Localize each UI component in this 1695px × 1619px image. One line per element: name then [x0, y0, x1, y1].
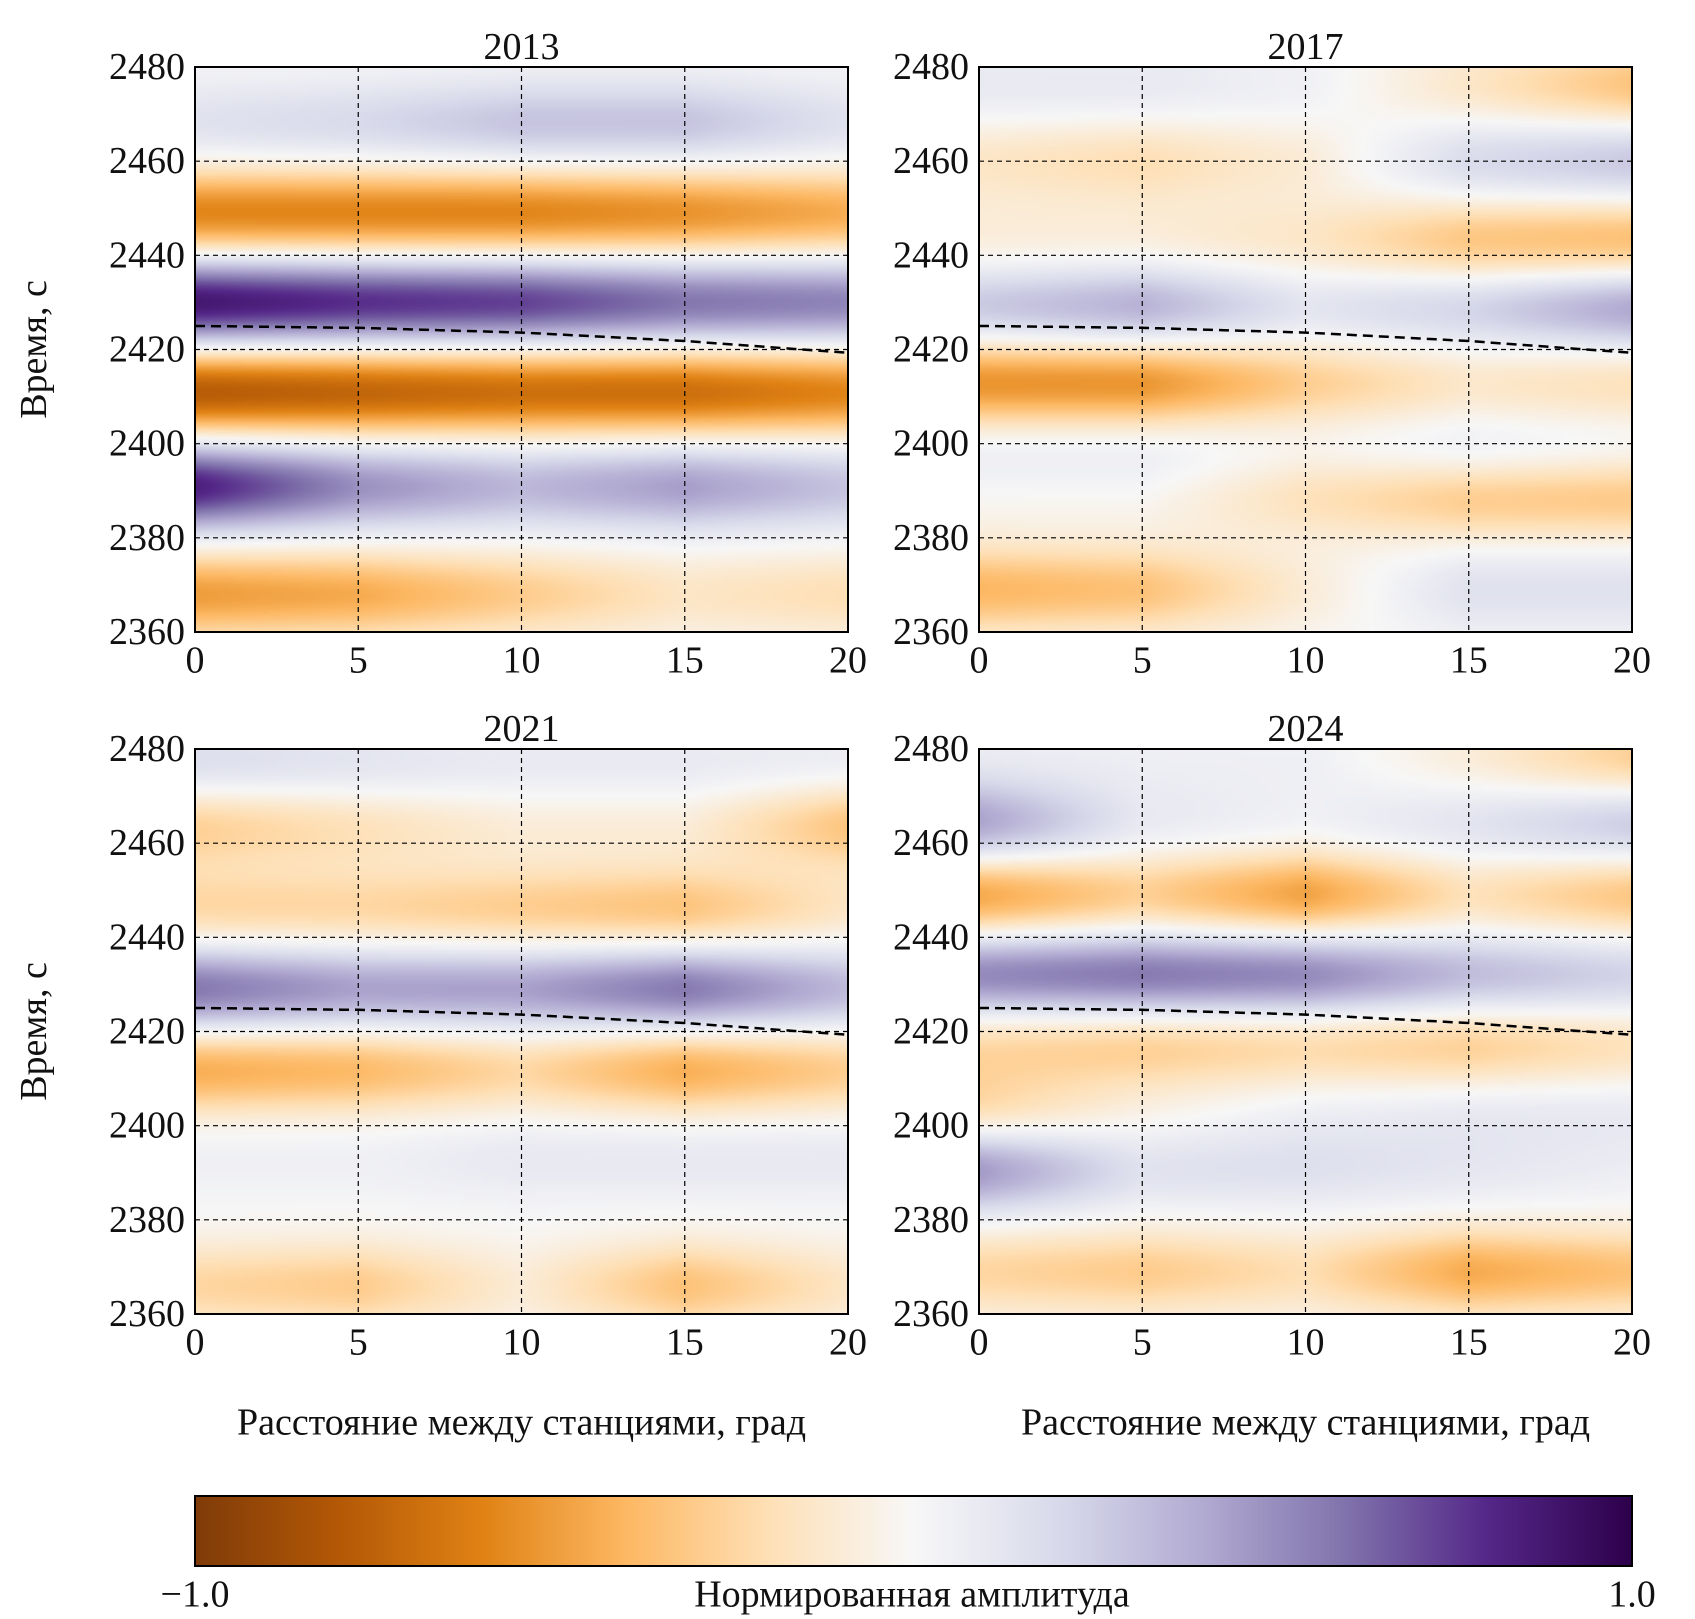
colorbar: −1.0 Нормированная амплитуда 1.0 [161, 1495, 1656, 1615]
y-tick-label: 2400 [893, 423, 969, 465]
panel-title: 2017 [1268, 26, 1344, 68]
y-tick-label: 2380 [109, 1199, 185, 1241]
colorbar-max-label: 1.0 [1608, 1573, 1656, 1615]
colorbar-label: Нормированная амплитуда [694, 1573, 1130, 1615]
x-tick-label: 10 [503, 1321, 541, 1363]
panel-2013: 0 5 10 15 20 2360 2380 2400 2420 2440 2460 2480 2013… [13, 26, 867, 681]
y-tick-label: 2420 [893, 329, 969, 371]
y-tick-label: 2400 [893, 1105, 969, 1147]
x-tick-label: 10 [1287, 639, 1325, 681]
y-tick-label: 2480 [893, 728, 969, 770]
y-tick-label: 2440 [893, 234, 969, 276]
y-tick-label: 2360 [109, 611, 185, 653]
x-axis-label: Расстояние между станциями, град [237, 1401, 806, 1443]
reference-curve [978, 1006, 1633, 1037]
y-tick-label: 2360 [109, 1293, 185, 1335]
axes-frame [978, 748, 1633, 1315]
y-tick-label: 2360 [893, 1293, 969, 1335]
x-tick-label: 15 [666, 639, 704, 681]
y-axis-label: Время, с [13, 962, 55, 1101]
y-tick-label: 2380 [893, 517, 969, 559]
panel-2017: 0 5 10 15 20 2360 2380 2400 2420 2440 2460 2480 2017 [893, 26, 1651, 681]
x-tick-label: 15 [666, 1321, 704, 1363]
x-tick-label: 20 [1613, 1321, 1651, 1363]
y-tick-label: 2460 [109, 140, 185, 182]
y-tick-label: 2400 [109, 1105, 185, 1147]
axes-frame [978, 66, 1633, 633]
x-tick-label: 15 [1450, 639, 1488, 681]
reference-curve [194, 324, 849, 355]
reference-curve [194, 1006, 849, 1037]
y-tick-label: 2440 [109, 916, 185, 958]
y-tick-label: 2480 [109, 728, 185, 770]
y-tick-label: 2480 [109, 46, 185, 88]
y-tick-label: 2460 [893, 822, 969, 864]
x-tick-label: 10 [503, 639, 541, 681]
colorbar-gradient [194, 1495, 1633, 1567]
y-tick-label: 2440 [893, 916, 969, 958]
y-tick-label: 2420 [893, 1011, 969, 1053]
y-tick-label: 2440 [109, 234, 185, 276]
x-tick-label: 20 [829, 1321, 867, 1363]
axes-frame [194, 748, 849, 1315]
y-tick-label: 2460 [893, 140, 969, 182]
y-tick-label: 2420 [109, 329, 185, 371]
y-tick-label: 2380 [893, 1199, 969, 1241]
x-tick-label: 15 [1450, 1321, 1488, 1363]
x-axis-label: Расстояние между станциями, град [1021, 1401, 1590, 1443]
y-tick-label: 2420 [109, 1011, 185, 1053]
x-tick-label: 0 [186, 1321, 205, 1363]
panel-2021: 0 5 10 15 20 2360 2380 2400 2420 2440 2460 2480 2021… [13, 708, 867, 1443]
x-tick-label: 20 [829, 639, 867, 681]
x-tick-label: 10 [1287, 1321, 1325, 1363]
panel-2024: 0 5 10 15 20 2360 2380 2400 2420 2440 2460 2480 2024… [893, 708, 1651, 1443]
y-tick-label: 2380 [109, 517, 185, 559]
panel-title: 2024 [1268, 708, 1344, 750]
y-tick-label: 2360 [893, 611, 969, 653]
y-tick-label: 2400 [109, 423, 185, 465]
x-tick-label: 0 [186, 639, 205, 681]
x-tick-label: 5 [1133, 639, 1152, 681]
x-tick-label: 5 [349, 1321, 368, 1363]
x-tick-label: 5 [349, 639, 368, 681]
panel-title: 2013 [484, 26, 560, 68]
x-tick-label: 0 [970, 639, 989, 681]
x-tick-label: 0 [970, 1321, 989, 1363]
x-tick-label: 5 [1133, 1321, 1152, 1363]
y-tick-label: 2480 [893, 46, 969, 88]
x-tick-label: 20 [1613, 639, 1651, 681]
reference-curve [978, 324, 1633, 355]
y-tick-label: 2460 [109, 822, 185, 864]
colorbar-min-label: −1.0 [161, 1573, 230, 1615]
y-axis-label: Время, с [13, 280, 55, 419]
axes-frame [194, 66, 849, 633]
panel-title: 2021 [484, 708, 560, 750]
